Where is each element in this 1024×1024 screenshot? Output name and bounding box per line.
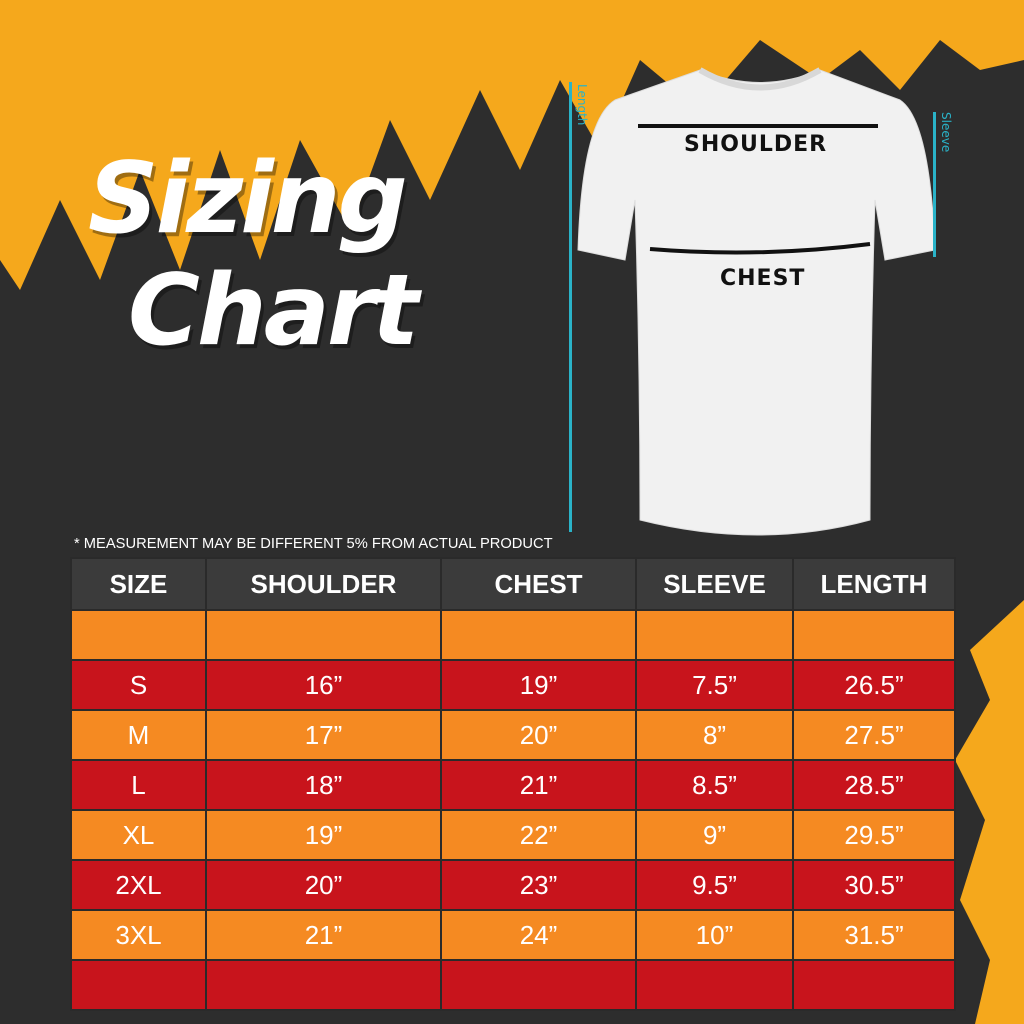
size-cell: M [70, 709, 207, 761]
table-row: 3XL 21” 24” 10” 31.5” [70, 909, 956, 961]
table-row: M 17” 20” 8” 27.5” [70, 709, 956, 761]
shoulder-cell: 19” [205, 809, 442, 861]
table-row: L 18” 21” 8.5” 28.5” [70, 759, 956, 811]
shoulder-cell: 18” [205, 759, 442, 811]
size-cell: L [70, 759, 207, 811]
shoulder-cell: 20” [205, 859, 442, 911]
table-row: 2XL 20” 23” 9.5” 30.5” [70, 859, 956, 911]
length-cell: 26.5” [792, 659, 956, 711]
sleeve-cell: 8” [635, 709, 794, 761]
size-cell: 3XL [70, 909, 207, 961]
sleeve-measure-line [933, 112, 936, 257]
title-line-2: Chart [128, 254, 419, 368]
header-size: SIZE [70, 557, 207, 611]
size-cell: 2XL [70, 859, 207, 911]
length-cell: 31.5” [792, 909, 956, 961]
length-label: Length [575, 84, 589, 126]
shoulder-cell: 17” [205, 709, 442, 761]
shoulder-cell: 21” [205, 909, 442, 961]
length-cell: 27.5” [792, 709, 956, 761]
length-cell: 28.5” [792, 759, 956, 811]
header-chest: CHEST [440, 557, 637, 611]
sleeve-cell: 7.5” [635, 659, 794, 711]
spacer-row [70, 609, 956, 661]
table-row: XL 19” 22” 9” 29.5” [70, 809, 956, 861]
spacer-row [70, 959, 956, 1011]
sleeve-cell: 9.5” [635, 859, 794, 911]
header-sleeve: SLEEVE [635, 557, 794, 611]
length-measure-line [569, 82, 572, 532]
length-cell: 30.5” [792, 859, 956, 911]
length-cell: 29.5” [792, 809, 956, 861]
shoulder-line [638, 124, 878, 128]
chest-cell: 24” [440, 909, 637, 961]
table-header: SIZE SHOULDER CHEST SLEEVE LENGTH [70, 557, 956, 611]
header-length: LENGTH [792, 557, 956, 611]
chest-cell: 20” [440, 709, 637, 761]
yellow-splash-right [955, 600, 1024, 1024]
yellow-splash-top [0, 0, 1024, 290]
chest-line [649, 242, 871, 255]
size-cell: XL [70, 809, 207, 861]
size-table: SIZE SHOULDER CHEST SLEEVE LENGTH S 16” 19… [70, 557, 956, 1011]
sleeve-cell: 8.5” [635, 759, 794, 811]
measurement-note: * MEASUREMENT MAY BE DIFFERENT 5% FROM A… [74, 535, 553, 552]
table-row: S 16” 19” 7.5” 26.5” [70, 659, 956, 711]
header-shoulder: SHOULDER [205, 557, 442, 611]
sleeve-cell: 9” [635, 809, 794, 861]
chest-cell: 23” [440, 859, 637, 911]
sleeve-label: Sleeve [939, 112, 953, 153]
shoulder-cell: 16” [205, 659, 442, 711]
chest-label: CHEST [720, 266, 806, 291]
title-line-1: Sizing [88, 142, 408, 256]
chest-cell: 22” [440, 809, 637, 861]
size-cell: S [70, 659, 207, 711]
shoulder-label: SHOULDER [684, 132, 828, 157]
tshirt-illustration [577, 67, 936, 536]
chest-cell: 19” [440, 659, 637, 711]
sleeve-cell: 10” [635, 909, 794, 961]
chest-cell: 21” [440, 759, 637, 811]
